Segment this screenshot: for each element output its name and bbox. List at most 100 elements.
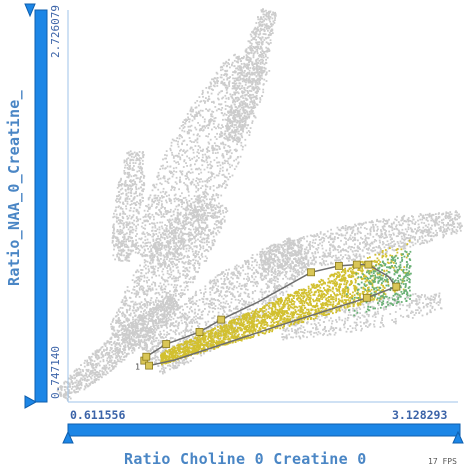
data-point [182,238,185,241]
data-point [95,363,97,366]
data-point [184,334,186,336]
data-point [165,279,168,282]
data-point [171,224,173,227]
data-point [143,254,145,257]
data-point [128,325,130,327]
data-point [223,133,226,136]
data-point [215,109,218,112]
data-point [116,311,118,314]
data-point [147,327,150,330]
data-point [118,334,121,336]
data-point [171,257,173,260]
data-point [89,373,91,376]
data-point [189,221,192,224]
data-point [206,181,209,184]
data-point [210,326,213,329]
data-point [197,148,200,151]
data-point [108,352,111,354]
data-point [170,283,173,286]
data-point [229,283,232,285]
data-point [190,181,193,184]
data-point [227,126,230,128]
data-point [230,104,233,107]
data-point [169,241,171,244]
data-point [164,207,166,210]
data-point [144,264,147,266]
data-point [167,220,170,223]
data-point [94,354,97,356]
data-point [263,78,266,81]
data-point [174,208,177,211]
data-point [189,228,192,231]
data-point [168,235,171,238]
data-point [150,297,153,299]
data-point [265,50,267,53]
data-point [183,214,186,216]
data-point [77,382,80,385]
data-point [189,281,192,284]
data-point [151,261,154,264]
data-point [126,337,129,340]
data-point [235,124,237,126]
data-point [151,222,153,225]
data-point [274,19,276,21]
data-point [182,224,184,227]
data-point [160,320,162,323]
data-point [236,99,239,102]
data-point [272,23,274,26]
data-point [136,342,139,345]
data-point [198,205,201,208]
data-point [167,364,169,367]
data-point [175,238,178,240]
data-point [185,150,187,153]
data-point [166,255,169,258]
data-point [151,189,154,192]
data-point [140,278,143,281]
data-point [260,68,263,71]
data-point [140,322,143,325]
data-point [279,292,282,295]
data-point [170,302,173,305]
data-point [234,84,236,87]
data-point [270,280,273,282]
data-point [121,351,124,353]
data-point [227,118,230,121]
data-point [207,233,210,236]
data-point [129,347,132,349]
data-point [171,305,174,307]
data-point [106,357,109,360]
data-point [176,252,178,254]
data-point [168,221,170,224]
data-point [243,111,245,114]
data-point [241,91,243,94]
data-point [154,194,157,197]
data-point [210,231,212,234]
data-point [160,310,162,313]
data-point [169,268,172,271]
data-point [149,315,152,317]
data-point [187,281,190,283]
data-point [135,310,138,313]
data-point [145,289,148,292]
data-point [209,201,212,203]
data-point [215,204,218,207]
data-point [124,304,126,307]
data-point [231,61,234,64]
data-point [211,147,213,149]
data-point [181,292,184,294]
data-point [154,321,157,323]
data-point [145,205,147,207]
data-point [219,164,222,167]
data-point [166,311,169,314]
data-point [233,138,235,141]
data-point [125,331,128,334]
data-point [199,199,202,202]
data-point [181,136,183,139]
data-point [148,250,151,253]
data-point [222,96,225,99]
data-point [195,230,197,232]
data-point [171,185,173,188]
data-point [211,212,214,215]
data-point [192,222,195,225]
data-point [181,232,184,235]
